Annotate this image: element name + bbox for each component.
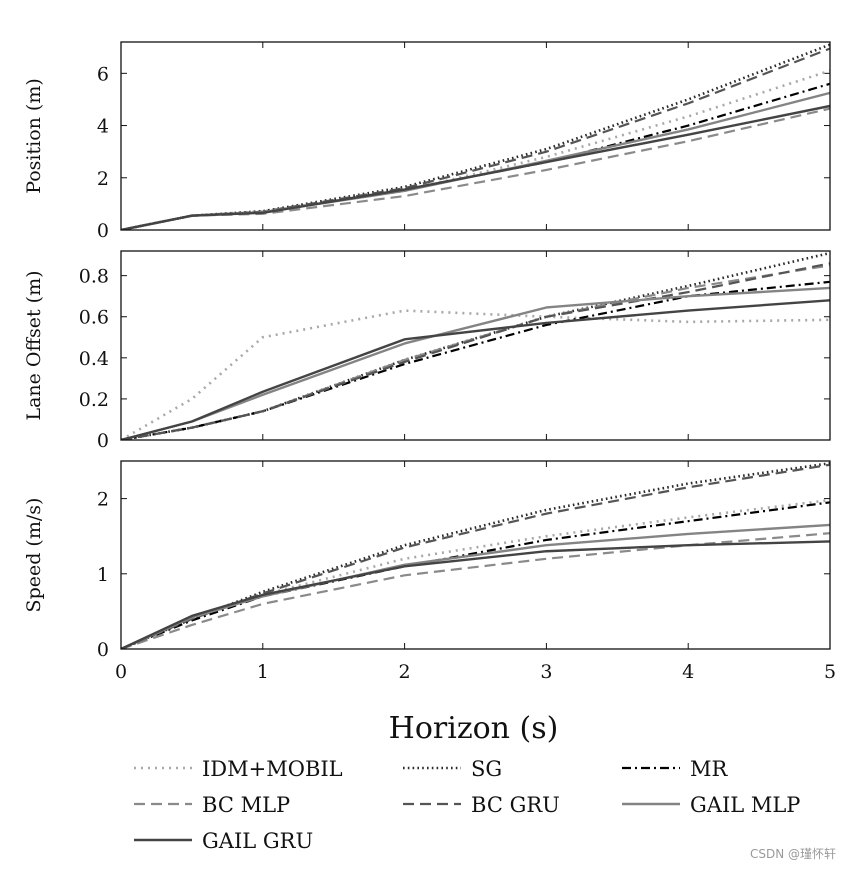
legend-item-idm-mobil: IDM+MOBIL: [134, 757, 343, 781]
legend-label: IDM+MOBIL: [202, 757, 343, 781]
series-line-mr: [121, 280, 830, 440]
series-line-sg: [121, 251, 830, 440]
x-tick-label: 3: [540, 661, 552, 683]
y-tick-0: 0: [97, 430, 830, 452]
legend-label: BC MLP: [202, 793, 290, 817]
y-tick-2: 2: [97, 489, 830, 511]
legend-label: SG: [471, 757, 502, 781]
y-tick-label: 2: [97, 489, 109, 511]
y-tick-2: 2: [97, 168, 830, 190]
y-tick-label: 0: [97, 639, 109, 661]
plot-frame: [120, 250, 831, 441]
series-line-gail-mlp: [121, 523, 830, 649]
panel-3: 0 1 2 0 1 2 3 4 5 Speed (m/s): [23, 460, 836, 683]
legend-item-bc-gru: BC GRU: [403, 793, 560, 817]
y-tick-label: 0: [97, 430, 109, 452]
y-tick-label: 6: [97, 63, 109, 85]
series-line-bc-gru: [121, 463, 830, 649]
x-tick-label: 4: [682, 661, 694, 683]
series-line-gail-gru: [121, 299, 830, 440]
x-tick-2: 2: [399, 461, 411, 683]
legend-label: MR: [690, 757, 729, 781]
series-line-sg: [121, 43, 830, 230]
y-tick-label: 4: [97, 116, 109, 138]
y-tick-6: 6: [97, 63, 830, 85]
x-tick-4: 4: [682, 461, 694, 683]
y-tick-4: 4: [97, 116, 830, 138]
watermark: CSDN @瑾怀轩: [749, 847, 836, 861]
panel-1: 0 2 4 6 Position (m): [23, 41, 831, 242]
plot-frame: [120, 41, 831, 231]
series-line-gail-mlp: [121, 91, 830, 230]
x-axis-label: Horizon (s): [389, 711, 559, 746]
y-tick-label: 0.8: [79, 266, 109, 288]
y-tick-0-6: 0.6: [79, 307, 830, 329]
x-tick-label: 0: [115, 661, 127, 683]
series-line-idm-mobil: [121, 498, 830, 649]
x-tick-1: 1: [257, 461, 269, 683]
x-tick-label: 2: [399, 661, 411, 683]
series-line-mr: [121, 501, 830, 649]
legend-item-mr: MR: [622, 757, 729, 781]
y-axis-label: Speed (m/s): [23, 498, 45, 613]
series-group: [121, 461, 830, 649]
y-tick-label: 0: [97, 220, 109, 242]
y-tick-0: 0: [97, 220, 830, 242]
y-tick-0-8: 0.8: [79, 266, 830, 288]
series-line-bc-mlp: [121, 532, 830, 649]
y-tick-1: 1: [97, 564, 830, 586]
series-line-bc-gru: [121, 47, 830, 230]
x-tick-label: 5: [824, 661, 836, 683]
series-line-gail-mlp: [121, 286, 830, 440]
legend-item-bc-mlp: BC MLP: [134, 793, 290, 817]
x-tick-3: 3: [540, 461, 552, 683]
series-line-gail-gru: [121, 540, 830, 649]
legend-item-sg: SG: [403, 757, 502, 781]
series-group: [121, 251, 830, 440]
x-tick-label: 1: [257, 661, 269, 683]
panel-2: 0 0.2 0.4 0.6 0.8 Lane Offset (m): [23, 250, 831, 452]
y-tick-label: 2: [97, 168, 109, 190]
legend: IDM+MOBIL SG MR BC MLP BC GRU GAIL MLP GAIL GR…: [134, 757, 800, 853]
legend-label: GAIL GRU: [202, 829, 313, 853]
y-tick-label: 0.2: [79, 389, 109, 411]
y-tick-0: 0: [97, 639, 830, 661]
legend-label: GAIL MLP: [690, 793, 800, 817]
series-group: [121, 43, 830, 230]
series-line-gail-gru: [121, 104, 830, 230]
y-tick-label: 0.6: [79, 307, 109, 329]
legend-label: BC GRU: [471, 793, 560, 817]
legend-item-gail-mlp: GAIL MLP: [622, 793, 800, 817]
y-axis-label: Lane Offset (m): [23, 270, 45, 420]
series-line-idm-mobil: [121, 69, 830, 230]
legend-item-gail-gru: GAIL GRU: [134, 829, 313, 853]
y-tick-label: 1: [97, 564, 109, 586]
plot-frame: [120, 460, 831, 650]
y-tick-0-4: 0.4: [79, 348, 830, 370]
y-tick-0-2: 0.2: [79, 389, 830, 411]
y-axis-label: Position (m): [23, 78, 45, 194]
y-tick-label: 0.4: [79, 348, 109, 370]
series-line-bc-gru: [121, 262, 830, 440]
